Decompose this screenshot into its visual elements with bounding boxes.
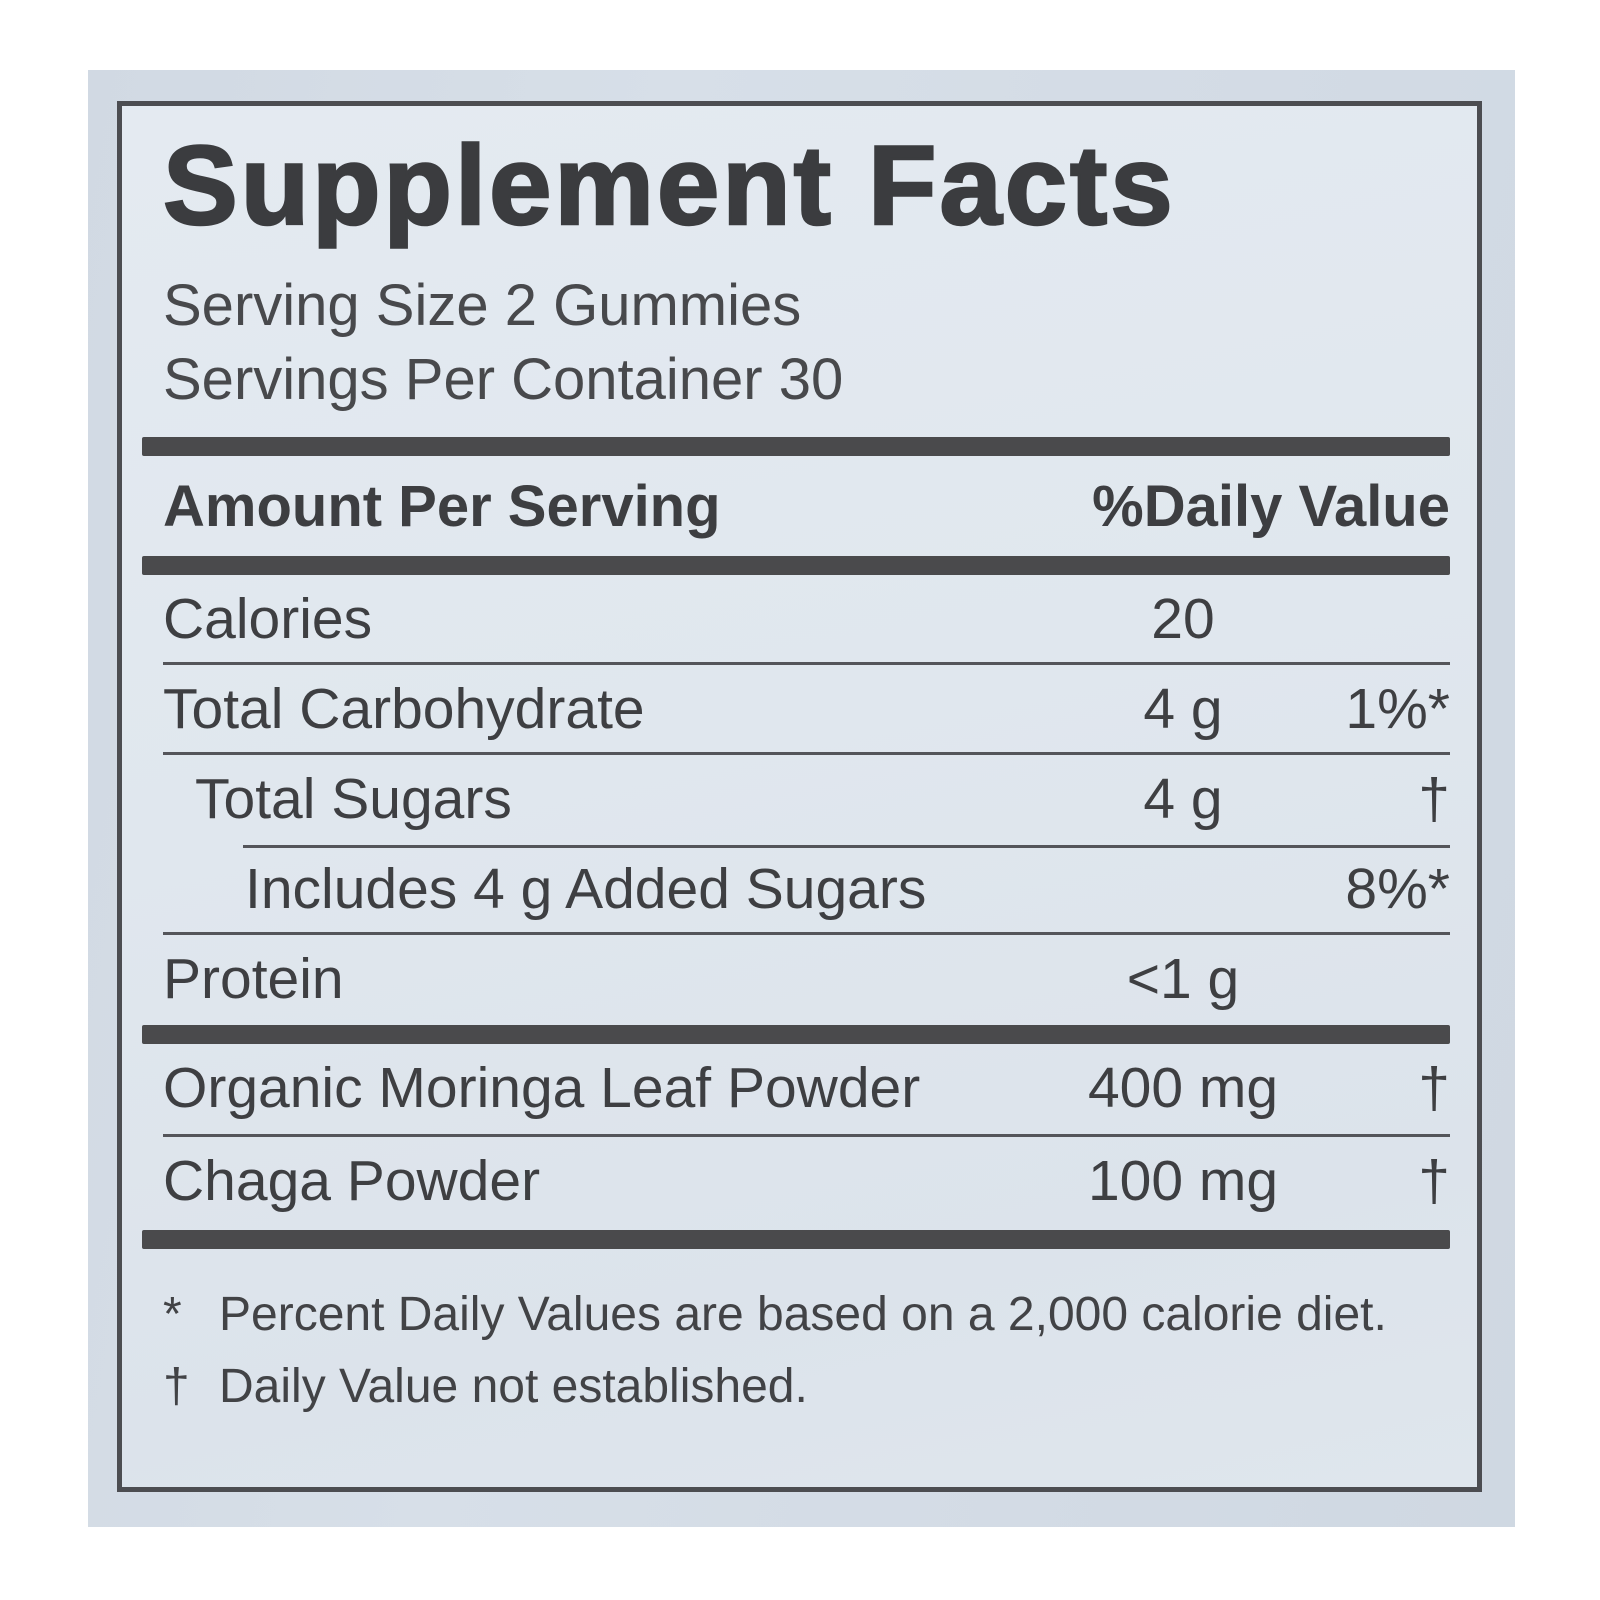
footnote-not-established: † Daily Value not established. — [163, 1351, 1450, 1423]
supplement-facts-panel: Supplement Facts Serving Size 2 Gummies … — [117, 101, 1482, 1492]
footnote-text: Daily Value not established. — [219, 1360, 808, 1413]
nutrient-row-total-sugars: Total Sugars 4 g † — [163, 755, 1450, 845]
ingredient-name: Organic Moringa Leaf Powder — [163, 1056, 921, 1120]
divider-bar — [142, 1025, 1450, 1044]
nutrient-name: Calories — [163, 587, 373, 651]
nutrient-name: Includes 4 g Added Sugars — [245, 857, 927, 921]
column-header-row: Amount Per Serving %Daily Value — [163, 456, 1450, 556]
divider-bar — [142, 556, 1450, 575]
footnote-symbol: * — [163, 1288, 182, 1341]
nutrient-daily-value: 1%* — [1345, 677, 1450, 741]
label-photo-background: Supplement Facts Serving Size 2 Gummies … — [88, 70, 1515, 1527]
nutrient-row-added-sugars: Includes 4 g Added Sugars 8%* — [163, 845, 1450, 935]
ingredient-amount: 400 mg — [1087, 1056, 1279, 1120]
ingredient-amount: 100 mg — [1087, 1149, 1279, 1213]
nutrient-row-calories: Calories 20 — [163, 575, 1450, 665]
footnote-text: Percent Daily Values are based on a 2,00… — [219, 1288, 1387, 1341]
nutrient-amount: 4 g — [1143, 677, 1223, 741]
nutrient-name: Total Sugars — [195, 767, 512, 831]
indented-rule — [243, 845, 1450, 848]
ingredient-daily-value: † — [1418, 1056, 1450, 1120]
daily-value-header: %Daily Value — [1092, 473, 1450, 539]
divider-bar — [142, 437, 1450, 456]
divider-bar — [142, 1230, 1450, 1249]
nutrient-amount: 4 g — [1143, 767, 1223, 831]
nutrient-amount: <1 g — [1126, 947, 1240, 1011]
ingredient-name: Chaga Powder — [163, 1149, 541, 1213]
nutrient-row-protein: Protein <1 g — [163, 935, 1450, 1025]
panel-title: Supplement Facts — [162, 123, 1176, 248]
nutrient-daily-value: † — [1418, 767, 1450, 831]
ingredient-row-chaga: Chaga Powder 100 mg † — [163, 1137, 1450, 1230]
nutrient-name: Total Carbohydrate — [163, 677, 645, 741]
nutrient-name: Protein — [163, 947, 344, 1011]
serving-size: Serving Size 2 Gummies — [163, 273, 802, 338]
nutrient-amount: 20 — [1151, 587, 1215, 651]
amount-per-serving-header: Amount Per Serving — [163, 473, 721, 539]
nutrient-daily-value: 8%* — [1345, 857, 1450, 921]
ingredient-daily-value: † — [1418, 1149, 1450, 1213]
servings-per-container: Servings Per Container 30 — [163, 347, 844, 412]
serving-info: Serving Size 2 Gummies Servings Per Cont… — [163, 269, 1450, 417]
footnotes: * Percent Daily Values are based on a 2,… — [163, 1279, 1450, 1423]
ingredient-row-moringa: Organic Moringa Leaf Powder 400 mg † — [163, 1044, 1450, 1137]
nutrient-row-total-carbohydrate: Total Carbohydrate 4 g 1%* — [163, 665, 1450, 755]
footnote-symbol: † — [163, 1360, 190, 1413]
footnote-daily-values: * Percent Daily Values are based on a 2,… — [163, 1279, 1450, 1351]
